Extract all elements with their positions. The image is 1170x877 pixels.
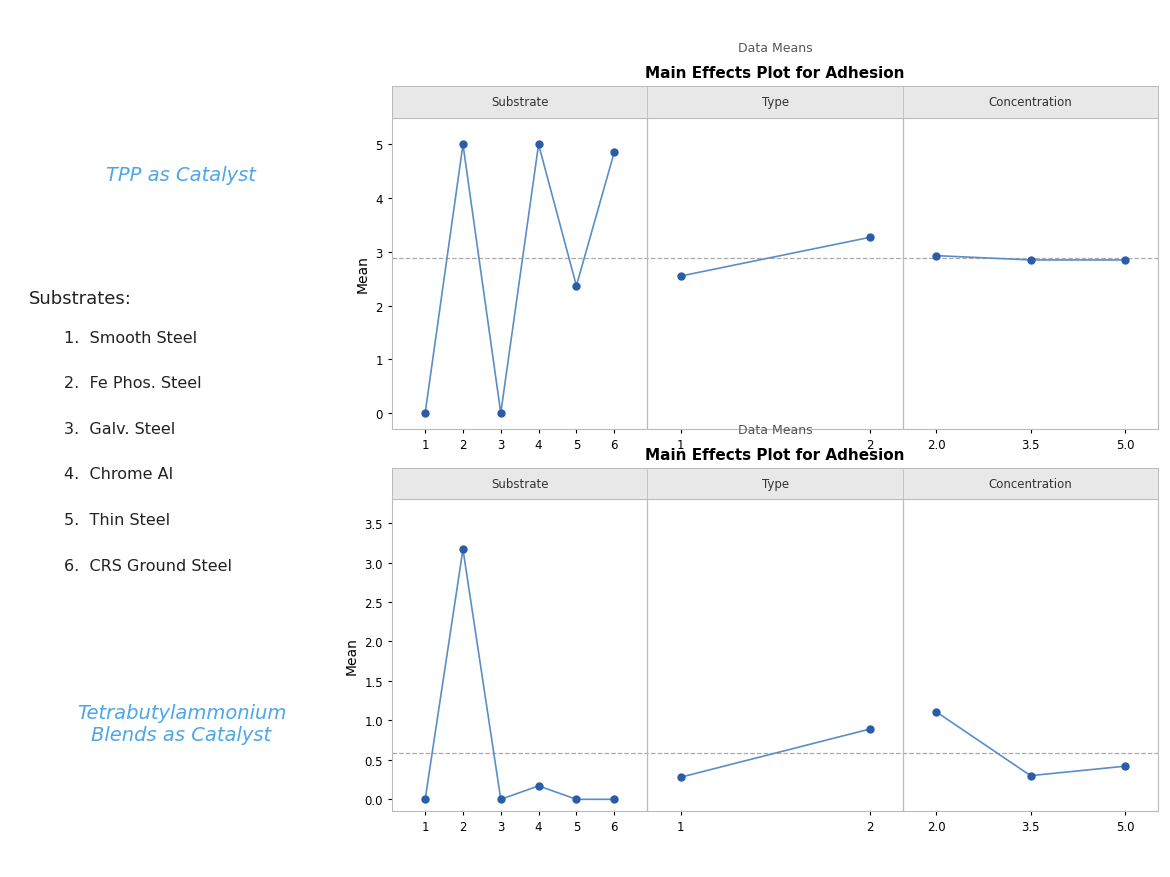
Text: Tetrabutylammonium
Blends as Catalyst: Tetrabutylammonium Blends as Catalyst [77,703,285,744]
Text: Substrate: Substrate [491,96,549,110]
Y-axis label: Mean: Mean [345,637,359,674]
Text: Concentration: Concentration [989,478,1073,491]
FancyBboxPatch shape [903,468,1158,500]
Text: 5.  Thin Steel: 5. Thin Steel [64,512,171,528]
Text: 4.  Chrome Al: 4. Chrome Al [64,467,173,482]
Text: Data Means: Data Means [738,423,812,436]
Text: Main Effects Plot for Adhesion: Main Effects Plot for Adhesion [646,66,904,81]
Y-axis label: Mean: Mean [356,255,370,293]
Text: Type: Type [762,96,789,110]
FancyBboxPatch shape [647,468,903,500]
Text: 3.  Galv. Steel: 3. Galv. Steel [64,421,176,437]
Text: 6.  CRS Ground Steel: 6. CRS Ground Steel [64,558,233,574]
FancyBboxPatch shape [392,468,647,500]
Text: Substrate: Substrate [491,478,549,491]
FancyBboxPatch shape [903,88,1158,118]
Text: Substrates:: Substrates: [29,289,132,307]
Text: Main Effects Plot for Adhesion: Main Effects Plot for Adhesion [646,447,904,462]
Text: TPP as Catalyst: TPP as Catalyst [106,166,256,185]
Text: Data Means: Data Means [738,41,812,54]
Text: 2.  Fe Phos. Steel: 2. Fe Phos. Steel [64,375,202,391]
Text: 1.  Smooth Steel: 1. Smooth Steel [64,330,198,346]
FancyBboxPatch shape [647,88,903,118]
Text: Concentration: Concentration [989,96,1073,110]
FancyBboxPatch shape [392,88,647,118]
Text: Type: Type [762,478,789,491]
